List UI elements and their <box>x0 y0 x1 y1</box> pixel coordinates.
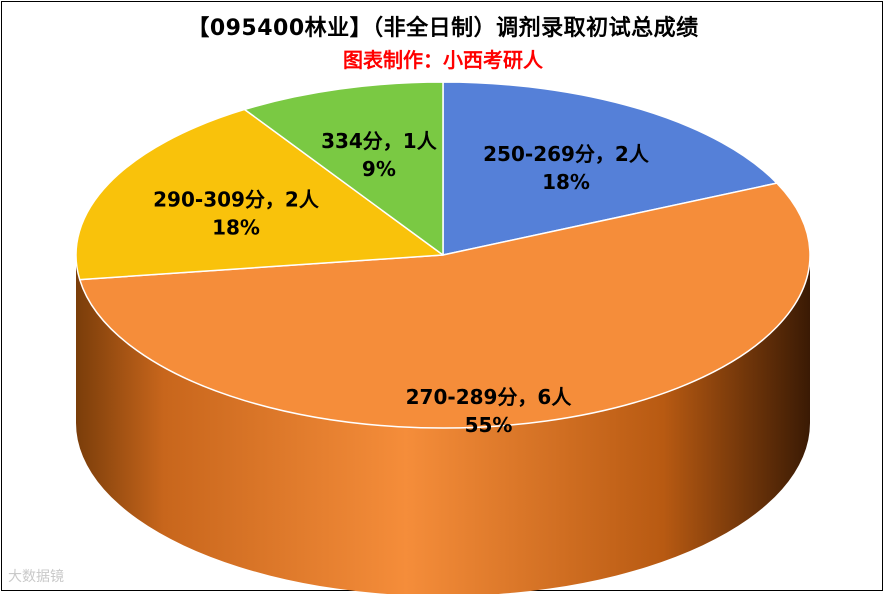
pie-slice-2 <box>78 182 811 429</box>
chart-title: 【095400林业】（非全日制）调剂录取初试总成绩 <box>187 16 699 41</box>
pie-side-layer <box>76 255 810 594</box>
slice-percent-4: 9% <box>362 157 396 181</box>
chart-subtitle: 图表制作：小西考研人 <box>343 48 543 72</box>
slice-percent-2: 55% <box>465 413 513 437</box>
watermark-text: 大数据镜 <box>8 569 64 585</box>
slice-percent-3: 18% <box>212 215 260 239</box>
pie-label-layer: 250-269分，2人 18% 270-289分，6人 55% 290-309分，2人 1… <box>153 129 650 437</box>
pie-side-wall <box>76 255 810 594</box>
slice-label-4: 334分，1人 <box>321 129 438 153</box>
slice-percent-1: 18% <box>542 170 590 194</box>
slice-label-2: 270-289分，6人 <box>406 385 573 409</box>
pie-slice-3 <box>75 108 444 281</box>
pie-slice-4 <box>243 81 444 256</box>
pie-top-layer <box>75 81 811 429</box>
pie-slice-1 <box>442 81 778 256</box>
slice-label-1: 250-269分，2人 <box>483 142 650 166</box>
slice-label-3: 290-309分，2人 <box>153 187 320 211</box>
